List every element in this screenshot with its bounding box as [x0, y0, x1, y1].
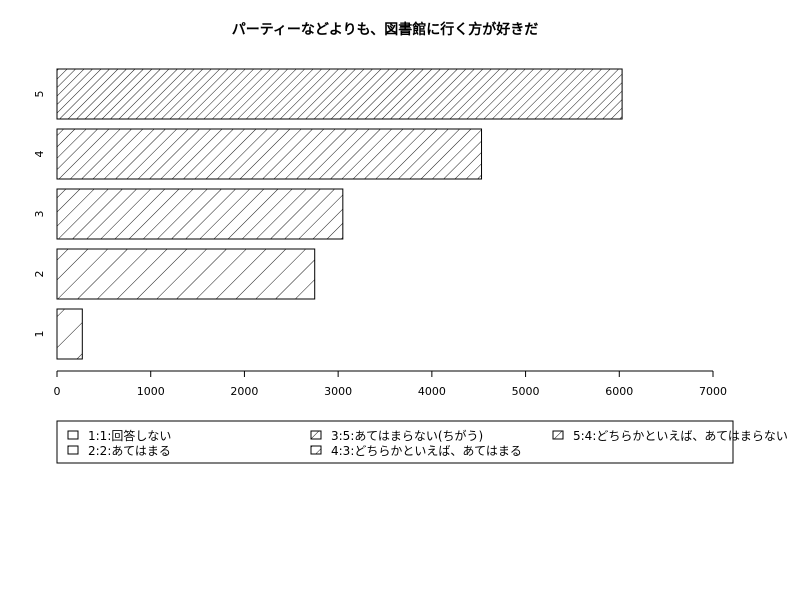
x-tick-label: 4000	[418, 385, 446, 398]
y-tick-label: 1	[33, 331, 46, 338]
legend-label: 2:2:あてはまる	[88, 444, 171, 458]
y-tick-label: 2	[33, 271, 46, 278]
y-tick-label: 4	[33, 151, 46, 158]
x-tick-label: 5000	[512, 385, 540, 398]
bar-5	[56, 68, 623, 120]
legend-box	[56, 420, 734, 464]
y-tick-label: 5	[33, 91, 46, 98]
legend-label: 1:1:回答しない	[88, 428, 171, 443]
x-tick-label: 7000	[699, 385, 727, 398]
x-tick-label: 1000	[137, 385, 165, 398]
bar-2	[56, 248, 316, 300]
bar-3	[56, 188, 344, 240]
legend-label: 4:3:どちらかといえば、あてはまる	[331, 444, 522, 458]
y-axis: 1 2 3 4 5	[33, 91, 46, 338]
x-tick-label: 6000	[605, 385, 633, 398]
chart-title: パーティーなどよりも、図書館に行く方が好きだ	[232, 21, 538, 38]
legend-swatch	[67, 430, 79, 440]
x-tick-label: 3000	[324, 385, 352, 398]
legend-swatch	[67, 445, 79, 455]
bars-group	[56, 68, 623, 360]
legend-swatch	[552, 430, 564, 440]
legend-swatch	[310, 430, 322, 440]
bar-4	[56, 128, 483, 180]
x-tick-label: 0	[54, 385, 61, 398]
legend-label: 3:5:あてはまらない(ちがう)	[331, 428, 483, 443]
x-axis: 0 1000 2000 3000 4000 5000 6000 7000	[54, 370, 727, 398]
y-tick-label: 3	[33, 211, 46, 218]
bar-1	[56, 308, 83, 360]
x-tick-label: 2000	[230, 385, 258, 398]
legend-swatch	[310, 445, 322, 455]
legend-label: 5:4:どちらかといえば、あてはまらない	[573, 429, 788, 443]
